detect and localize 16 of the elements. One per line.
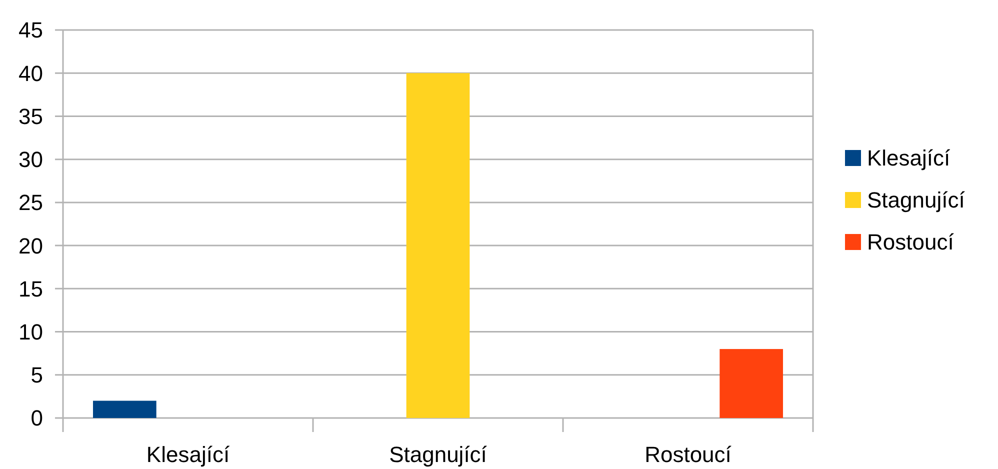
y-tick-label: 10 — [18, 319, 43, 344]
y-tick-label: 45 — [18, 18, 43, 43]
legend-label: Rostoucí — [867, 230, 954, 255]
y-tick-label: 20 — [18, 233, 43, 258]
legend-label: Klesající — [867, 146, 950, 171]
y-tick-label: 15 — [18, 276, 43, 302]
y-tick-label: 5 — [30, 362, 43, 388]
x-tick-label: Klesající — [146, 442, 230, 467]
y-tick-label: 40 — [18, 60, 43, 86]
y-tick-label: 25 — [18, 190, 43, 216]
legend-label: Stagnující — [867, 188, 965, 213]
x-tick-label: Rostoucí — [644, 442, 732, 467]
y-tick-label: 35 — [18, 104, 43, 129]
y-tick-label: 0 — [30, 406, 43, 431]
x-tick-label: Stagnující — [389, 442, 487, 467]
y-tick-label: 30 — [18, 147, 43, 172]
